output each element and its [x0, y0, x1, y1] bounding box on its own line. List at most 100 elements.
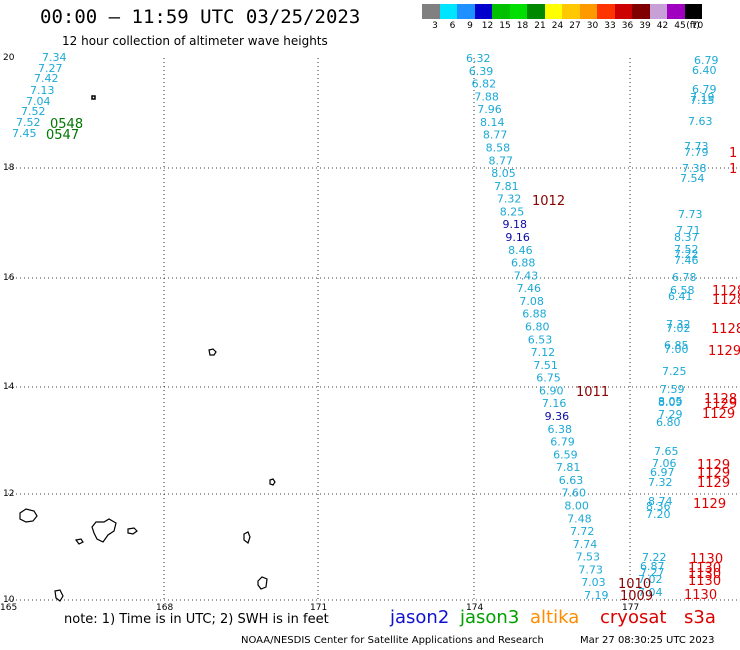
wave-height-value: 7.59 [660, 383, 685, 396]
wave-height-value: 7.81 [556, 461, 581, 474]
wave-height-value: 7.52 [21, 105, 46, 118]
wave-height-value: 8.46 [508, 244, 532, 257]
time-label: 0548 [50, 117, 83, 132]
wave-height-value: 7.60 [562, 487, 587, 500]
time-label: 1129 [697, 458, 730, 473]
wave-height-value: 7.13 [30, 84, 55, 97]
time-label: 1130 [690, 552, 723, 567]
island-outline [269, 478, 276, 486]
color-legend: 3 6 9 12 15 18 21 24 27 30 33 36 39 42 45 70 (ft) [422, 4, 734, 36]
time-label: 1129 [708, 344, 740, 359]
legend-swatch [632, 4, 650, 19]
wave-height-value: 6.53 [528, 333, 553, 346]
wave-height-value: 7.73 [578, 563, 603, 576]
wave-height-value: 6.79 [692, 83, 717, 96]
wave-height-value: 6.85 [664, 339, 689, 352]
wave-height-value: 7.52 [674, 243, 699, 256]
wave-height-value: 7.42 [34, 72, 59, 85]
time-label: 1128 [711, 322, 740, 337]
wave-height-value: 7.15 [690, 94, 715, 107]
legend-swatch-label: 45 [674, 21, 686, 31]
lat-tick-label: 14 [3, 382, 15, 392]
time-label: 1128 [704, 392, 737, 407]
legend-swatch-label: 36 [621, 21, 634, 31]
wave-height-value: 7.46 [517, 282, 542, 295]
wave-height-value: 8.05 [491, 167, 516, 180]
wave-height-value: 7.04 [26, 95, 51, 108]
lat-tick-label: 20 [3, 53, 15, 63]
wave-height-value: 7.22 [642, 551, 667, 564]
lon-tick-label: 171 [310, 603, 327, 613]
wave-height-value: 6.39 [469, 65, 494, 78]
wave-height-value: 6.97 [650, 466, 675, 479]
wave-height-value: 7.54 [680, 172, 705, 185]
wave-height-value: 7.53 [576, 551, 601, 564]
wave-height-value: 6.88 [511, 257, 536, 270]
wave-height-value: 7.46 [674, 254, 699, 267]
wave-height-value: 8.09 [658, 396, 683, 409]
legend-swatch [474, 4, 492, 19]
wave-height-value: 7.19 [584, 589, 609, 602]
wave-height-value: 7.38 [682, 162, 707, 175]
wave-height-value: 8.37 [674, 231, 699, 244]
wave-height-value: 8.77 [483, 129, 508, 142]
wave-height-value: 8.58 [486, 142, 511, 155]
lon-tick-label: 174 [466, 603, 483, 613]
wave-height-value: 8.14 [480, 116, 505, 129]
land-outlines [19, 95, 276, 602]
time-label: 1129 [704, 397, 737, 412]
legend-swatch-label: 12 [481, 21, 494, 31]
wave-height-value: 7.51 [533, 359, 558, 372]
wave-height-value: 7.02 [638, 573, 663, 586]
wave-height-value: 9.18 [503, 218, 528, 231]
legend-swatch-label: 3 [432, 21, 438, 31]
time-label: 1130 [688, 561, 721, 576]
wave-height-value: 7.43 [514, 269, 539, 282]
legend-swatch [667, 4, 685, 19]
legend-swatch [509, 4, 527, 19]
island-outline [54, 589, 64, 602]
wave-height-value: 6.40 [692, 64, 717, 77]
wave-height-value: 6.79 [550, 436, 575, 449]
legend-swatch-label: 27 [569, 21, 581, 31]
wave-height-value: 7.27 [640, 566, 665, 579]
legend-cryosat: cryosat [600, 607, 667, 628]
legend-swatch-label: 9 [467, 21, 473, 31]
wave-height-value: 6.78 [672, 271, 697, 284]
time-label: 1129 [702, 407, 735, 422]
generated-timestamp: Mar 27 08:30:25 UTC 2023 [580, 635, 715, 646]
wave-height-value: 7.74 [573, 538, 598, 551]
island-outline [208, 348, 217, 356]
time-label: 1128 [712, 293, 740, 308]
lon-tick-label: 177 [622, 603, 639, 613]
time-label: 1012 [532, 194, 565, 209]
wave-height-value: 8.05 [658, 395, 683, 408]
legend-swatch [562, 4, 580, 19]
time-label: 1129 [697, 466, 730, 481]
wave-height-value: 7.19 [690, 91, 715, 104]
island-outline [74, 538, 84, 545]
page-subtitle: 12 hour collection of altimeter wave hei… [62, 34, 328, 48]
wave-height-value: 6.58 [670, 284, 695, 297]
credit-line: NOAA/NESDIS Center for Satellite Applica… [241, 635, 544, 646]
legend-swatch-label: 33 [604, 21, 616, 31]
wave-height-value: 6.80 [656, 416, 681, 429]
wave-height-value: 7.45 [12, 127, 37, 140]
wave-height-value: 7.29 [658, 408, 683, 421]
lat-tick-label: 12 [3, 489, 14, 499]
page-title: 00:00 – 11:59 UTC 03/25/2023 [40, 6, 361, 28]
wave-height-value: 7.20 [646, 508, 671, 521]
wave-height-value: 7.27 [38, 62, 63, 75]
wave-height-value: 7.12 [531, 346, 556, 359]
legend-swatch-label: 6 [449, 21, 456, 31]
wave-height-value: 9.36 [545, 410, 570, 423]
wave-height-value: 7.03 [581, 576, 606, 589]
time-label: 1009 [620, 589, 653, 604]
wave-height-value: 8.77 [488, 154, 513, 167]
wave-height-value: 7.73 [684, 140, 709, 153]
wave-height-value: 7.04 [638, 586, 663, 599]
wave-height-value: 6.63 [559, 474, 584, 487]
legend-swatch-label: 18 [516, 21, 529, 31]
